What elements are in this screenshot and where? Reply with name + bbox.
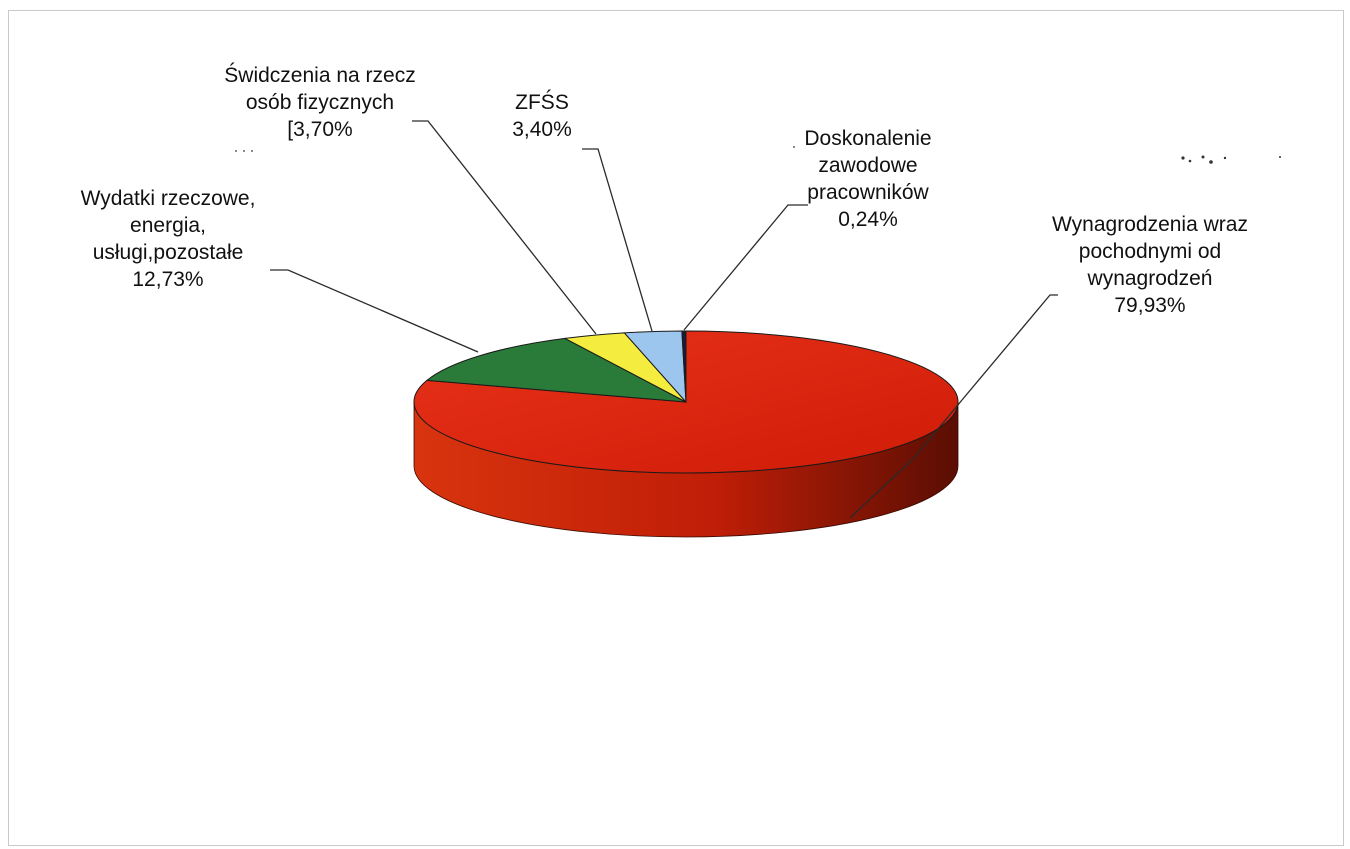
data-label-line: pochodnymi od: [1079, 240, 1221, 263]
leader-line-wydatki-rzeczowe: [270, 269, 479, 353]
data-label-line: osób fizycznych: [246, 91, 394, 114]
data-label-swiadczenia: Świdczenia na rzecz osób fizycznych [3,70%: [224, 63, 415, 141]
data-label-line: 3,40%: [512, 118, 572, 141]
data-label-wynagrodzenia: Wynagrodzenia wraz pochodnymi od wynagrodz…: [1052, 213, 1248, 317]
data-label-line: usługi,pozostałe: [93, 241, 244, 264]
pie-slice-doskonalenie: [681, 330, 687, 403]
leader-line-wynagrodzenia-tail: [849, 399, 963, 519]
leader-line-swiadczenia: [412, 120, 597, 335]
data-label-line: Wynagrodzenia wraz: [1052, 213, 1248, 236]
data-label-line: [3,70%: [287, 118, 352, 141]
pie-slice-wydatki-rzeczowe: [425, 337, 687, 403]
data-label-line: 79,93%: [1114, 294, 1185, 317]
pie-top: [413, 330, 959, 474]
data-label-line: 12,73%: [132, 268, 203, 291]
scan-speckle: [235, 146, 1281, 164]
data-label-line: Wydatki rzeczowe,: [81, 187, 256, 210]
data-label-line: wynagrodzeń: [1087, 267, 1213, 290]
data-label-line: 0,24%: [838, 208, 898, 231]
leader-lines: [270, 120, 1058, 519]
data-labels: Wynagrodzenia wraz pochodnymi od wynagrodz…: [81, 63, 1248, 317]
leader-line-wynagrodzenia: [961, 294, 1058, 401]
data-label-line: ZFŚS: [515, 90, 569, 114]
data-label-line: zawodowe: [818, 154, 917, 177]
data-label-line: Doskonalenie: [804, 127, 931, 150]
data-label-zfss: ZFŚS 3,40%: [512, 90, 572, 141]
data-label-line: pracowników: [807, 181, 929, 204]
leader-line-zfss: [582, 148, 653, 332]
data-label-doskonalenie: Doskonalenie zawodowe pracowników 0,24%: [804, 127, 931, 231]
pie-slice-wynagrodzenia: [413, 330, 959, 474]
leader-line-doskonalenie: [683, 204, 808, 331]
data-label-wydatki-rzeczowe: Wydatki rzeczowe, energia, usługi,pozostał…: [81, 187, 256, 291]
data-label-line: energia,: [130, 214, 206, 237]
data-label-line: Świdczenia na rzecz: [224, 63, 415, 87]
